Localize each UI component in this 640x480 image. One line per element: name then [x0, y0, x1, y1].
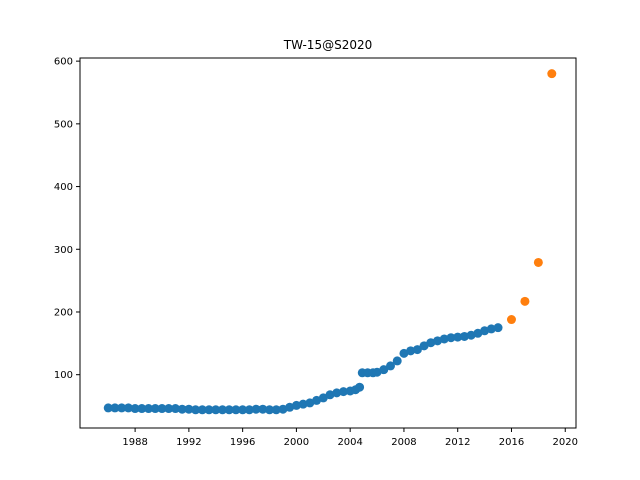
data-point-s0-32 — [318, 393, 328, 403]
y-tick-label-5: 600 — [54, 57, 73, 68]
chart-title: TW-15@S2020 — [283, 38, 372, 52]
data-point-s0-35 — [338, 387, 348, 397]
data-point-s0-22 — [251, 404, 261, 414]
x-tick-label-0: 1988 — [122, 437, 147, 448]
data-point-s0-11 — [177, 404, 187, 414]
data-point-s0-34 — [332, 388, 342, 398]
data-point-s0-8 — [157, 404, 167, 414]
data-point-s0-1 — [110, 403, 120, 413]
x-tick-label-5: 2008 — [391, 437, 416, 448]
data-point-s0-38 — [355, 382, 365, 392]
data-point-s0-12 — [184, 404, 194, 414]
y-tick-label-1: 200 — [54, 307, 73, 318]
data-point-s0-10 — [170, 404, 180, 414]
data-point-s0-21 — [244, 405, 254, 415]
data-points — [103, 69, 557, 415]
data-point-s0-23 — [258, 404, 268, 414]
data-point-s1-3 — [547, 69, 557, 79]
data-point-s0-6 — [144, 404, 154, 414]
data-point-s0-45 — [392, 356, 402, 366]
data-point-s0-9 — [164, 404, 174, 414]
y-tick-label-2: 300 — [54, 245, 73, 256]
data-point-s0-43 — [379, 365, 389, 375]
data-point-s0-48 — [412, 345, 422, 355]
x-axis: 1988 1992 1996 2000 2004 2008 2012 2016 2020 — [122, 428, 578, 448]
data-point-s0-54 — [453, 332, 463, 342]
data-point-s0-59 — [486, 324, 496, 334]
data-point-s0-18 — [224, 405, 234, 415]
data-point-s0-53 — [446, 333, 456, 343]
data-point-s0-16 — [211, 405, 221, 415]
data-point-s0-7 — [150, 404, 160, 414]
plot-frame — [79, 57, 577, 429]
data-point-s0-4 — [130, 404, 140, 414]
x-tick-label-8: 2020 — [553, 437, 578, 448]
data-point-s0-17 — [217, 405, 227, 415]
data-point-s0-52 — [439, 334, 449, 344]
x-tick-label-7: 2016 — [499, 437, 524, 448]
x-tick-label-3: 2000 — [284, 437, 309, 448]
data-point-s0-20 — [238, 405, 248, 415]
data-point-s0-55 — [459, 331, 469, 341]
y-axis: 100 200 300 400 500 600 — [54, 57, 80, 381]
data-point-s0-13 — [191, 405, 201, 415]
data-point-s0-19 — [231, 405, 241, 415]
data-point-s0-3 — [123, 403, 133, 413]
x-tick-label-2: 1996 — [230, 437, 255, 448]
data-point-s0-28 — [291, 400, 301, 410]
data-point-s0-29 — [298, 399, 308, 409]
data-point-s1-1 — [520, 296, 530, 306]
data-point-s0-49 — [419, 341, 429, 351]
data-point-s0-24 — [265, 405, 275, 415]
y-tick-label-3: 400 — [54, 182, 73, 193]
data-point-s0-60 — [493, 323, 503, 333]
data-point-s1-0 — [506, 315, 516, 325]
y-tick-label-4: 500 — [54, 119, 73, 130]
data-point-s0-2 — [117, 403, 127, 413]
data-point-s1-2 — [533, 257, 543, 267]
data-point-s0-25 — [271, 405, 281, 415]
x-tick-label-6: 2012 — [445, 437, 470, 448]
x-tick-label-1: 1992 — [176, 437, 201, 448]
data-point-s0-5 — [137, 404, 147, 414]
data-point-s0-47 — [406, 346, 416, 356]
data-point-s0-44 — [386, 361, 395, 371]
data-point-s0-0 — [103, 403, 113, 413]
y-tick-label-0: 100 — [54, 370, 73, 381]
data-point-s0-15 — [204, 405, 214, 415]
data-point-s0-14 — [197, 405, 207, 415]
x-tick-label-4: 2004 — [337, 437, 362, 448]
